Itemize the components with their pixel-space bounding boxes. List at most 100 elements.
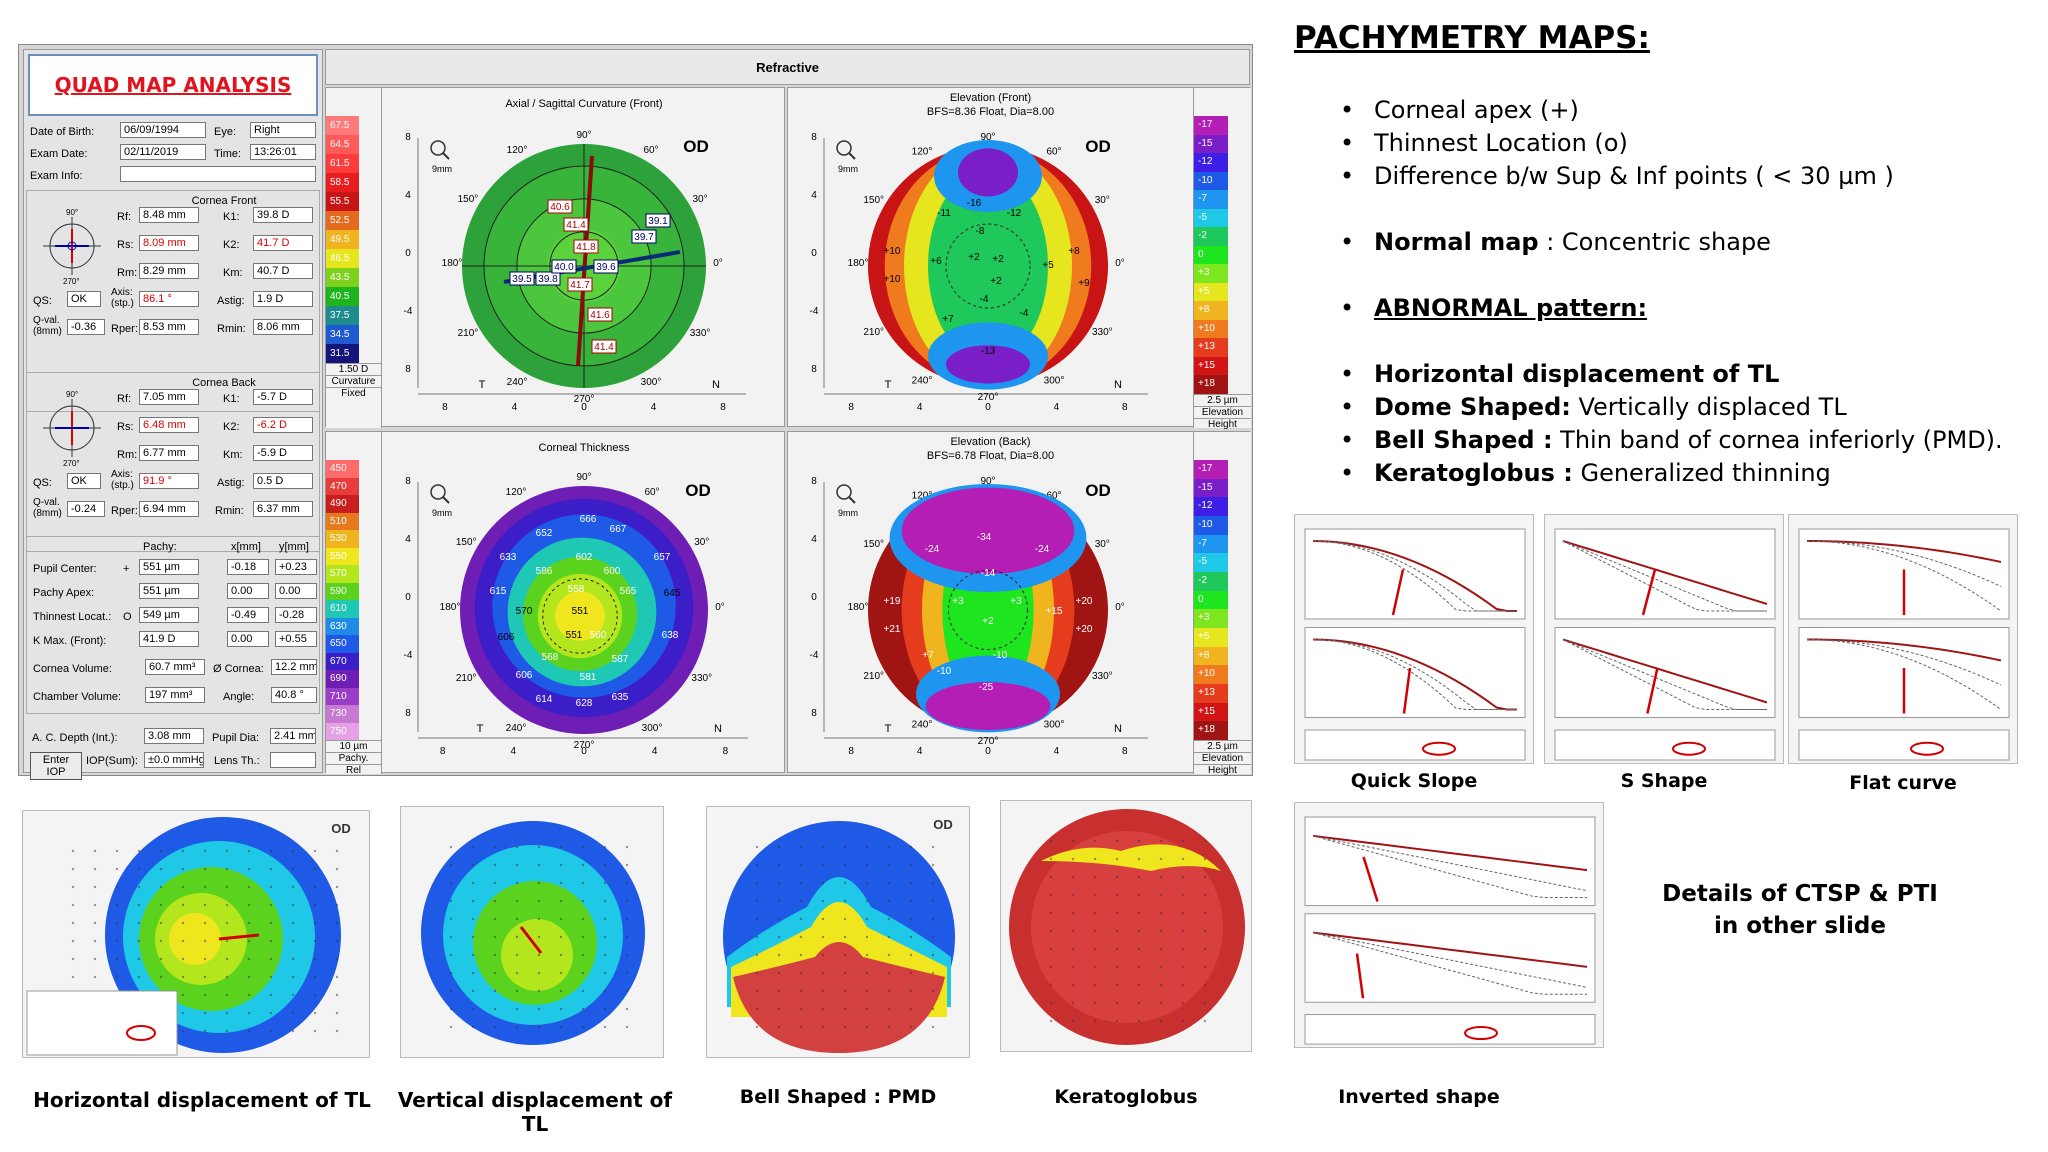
elevation-value: +8 [1068,246,1080,257]
elevation-value: -14 [981,568,996,579]
value-dot [1093,875,1097,879]
back-axis-field: 91.9 ° [139,473,199,489]
elevation-value: -24 [925,544,940,555]
elevation-front-subtitle: BFS=8.36 Float, Dia=8.00 [926,106,1055,118]
curvature-value: 41.7 [570,280,590,291]
value-dot [335,993,339,997]
value-dot [1071,893,1075,897]
value-box [591,339,617,354]
thickness-value: 635 [612,692,629,703]
value-dot [313,939,317,943]
quad-map-title-box: QUAD MAP ANALYSIS [28,54,318,116]
value-dot [71,921,75,925]
value-dot [181,957,185,961]
value-dot [625,1025,629,1029]
graph-curve [1806,540,2002,587]
value-dot [843,917,847,921]
value-dot [887,899,891,903]
value-dot [115,849,119,853]
graph-curve [1312,931,1588,968]
value-dot [515,863,519,867]
value-dot [225,1029,229,1033]
front-rs-label: Rs: [117,239,134,251]
value-dot [471,899,475,903]
value-dot [471,971,475,975]
value-dot [559,863,563,867]
value-dot [887,989,891,993]
value-dot [335,885,339,889]
value-dot [865,899,869,903]
elevation-back-map: 8 4 0 -4 8 8 4 0 4 8 T N 90° 270° 180° 0° 60° 120° 150° 30°… [810,476,1148,757]
graph-curve [1312,540,1517,612]
graph-curve [1562,639,1767,710]
graph-curve [1312,638,1517,711]
value-dot [225,1011,229,1015]
value-dot [247,903,251,907]
ac-depth-label: A. C. Depth (Int.): [32,732,118,744]
back-rm-field: 6.77 mm [139,445,199,461]
legend-cell: +13 [1194,338,1251,357]
value-dot [137,903,141,907]
value-dot [821,863,825,867]
value-dot [1159,875,1163,879]
value-dot [1159,1001,1163,1005]
elevation-value: +7 [922,650,934,661]
value-dot [159,921,163,925]
graph-curve [1562,540,1767,612]
enter-iop-button[interactable]: Enter IOP [30,752,82,780]
x-tick-label: 8 [1122,402,1128,413]
value-dot [247,1029,251,1033]
legend-cell: 610 [326,600,381,618]
value-dot [603,899,607,903]
value-dot [181,1011,185,1015]
value-dot [1071,839,1075,843]
y-tick-label: -4 [404,650,413,661]
quad-map-screenshot: QUAD MAP ANALYSIS Date of Birth: 06/09/1… [18,44,1253,780]
value-dot [843,935,847,939]
value-dot [931,971,935,975]
degree-label: 300° [1044,375,1065,386]
x-tick-label: 4 [1054,746,1060,757]
value-dot [1159,929,1163,933]
value-dot [159,957,163,961]
value-dot [269,867,273,871]
degree-label: 330° [690,328,711,339]
degree-label: 240° [912,375,933,386]
value-dot [471,917,475,921]
legend-cell: 64.5 [326,135,381,154]
value-dot [247,849,251,853]
nasal-label: N [1114,723,1122,735]
value-dot [865,971,869,975]
front-k1-label: K1: [223,211,240,223]
value-dot [115,975,119,979]
curvature-value: 41.8 [576,242,596,253]
graph-curve [1806,540,2002,563]
back-rmin-field: 6.37 mm [253,501,313,517]
value-dot [203,1011,207,1015]
value-dot [1181,929,1185,933]
value-dot [269,885,273,889]
value-box [563,217,589,232]
value-dot [799,881,803,885]
x-tick-label: 8 [848,746,854,757]
value-dot [603,1007,607,1011]
pachy-section: Pachy: x[mm] y[mm] Pupil Center: + 551 µ… [26,536,320,714]
cornea-diameter-field: 12.2 mm [271,659,317,675]
value-dot [799,845,803,849]
x-tick-label: 4 [511,746,517,757]
value-dot [493,989,497,993]
degree-label: 60° [644,487,659,498]
cornea-back-heading: Cornea Back [192,377,256,389]
pachy-row: Thinnest Locat.: O 549 µm -0.49 -0.28 [27,607,321,629]
y-tick-label: 8 [811,476,817,487]
value-dot [799,1007,803,1011]
x-tick-label: 4 [1054,402,1060,413]
x-tick-label: 0 [985,402,991,413]
steep-meridian [576,155,594,367]
value-dot [291,993,295,997]
value-dot [471,953,475,957]
elevation-value: +20 [1076,596,1093,607]
legend-footer: Fixed [326,387,381,399]
value-dot [335,867,339,871]
zoom-label: 9mm [432,164,452,174]
